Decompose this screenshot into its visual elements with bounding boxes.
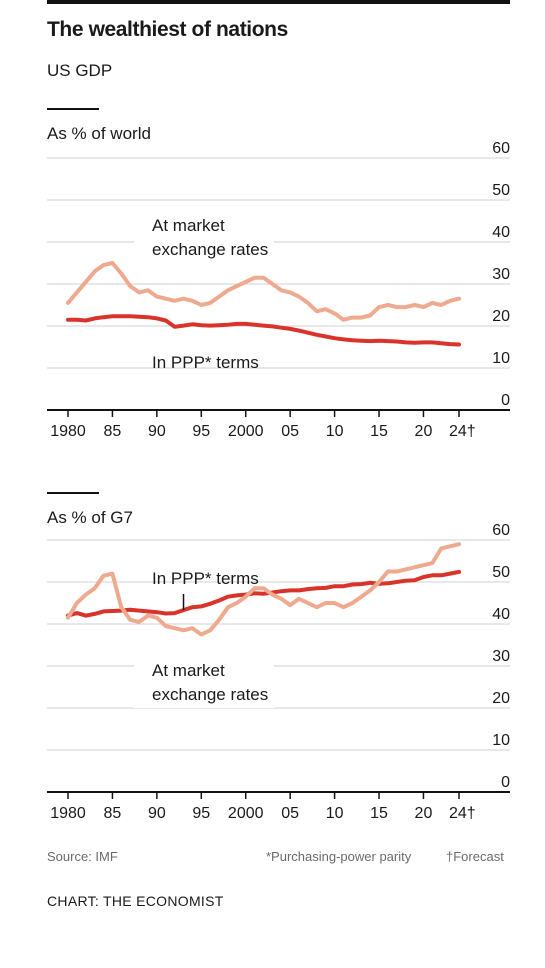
y-tick-label: 40 (492, 606, 510, 623)
series-label: In PPP* terms (152, 569, 259, 588)
footnote-forecast: †Forecast (446, 849, 504, 864)
x-tick-label: 85 (104, 423, 122, 440)
x-tick-label: 20 (415, 805, 433, 822)
x-tick-label: 1980 (50, 423, 86, 440)
chart-world: 0 10 20 30 40 50 60 1980 85 90 95 2000 05 10 15 20 24† At… (47, 140, 510, 440)
panel-world-title: As % of world (47, 124, 151, 143)
x-tick-label: 2000 (228, 805, 264, 822)
chart-g7: 0 10 20 30 40 50 60 1980 85 90 95 2000 05 10 15 20 24† In… (47, 522, 510, 822)
x-tick-label: 2000 (228, 423, 264, 440)
y-tick-label: 30 (492, 648, 510, 665)
y-tick-label: 10 (492, 350, 510, 367)
series-label: In PPP* terms (152, 353, 259, 372)
series-label: exchange rates (152, 240, 268, 259)
y-tick-label: 10 (492, 732, 510, 749)
y-tick-label: 60 (492, 522, 510, 539)
y-tick-label: 50 (492, 564, 510, 581)
x-tick-label: 15 (370, 423, 388, 440)
series-line-market (66, 261, 461, 322)
label-backdrop (134, 215, 274, 263)
y-tick-label: 30 (492, 266, 510, 283)
series-line-ppp (66, 569, 461, 618)
x-tick-label: 85 (104, 805, 122, 822)
x-tick-label: 15 (370, 805, 388, 822)
series-label: exchange rates (152, 685, 268, 704)
y-tick-label: 60 (492, 140, 510, 157)
x-tick-label: 24† (449, 805, 476, 822)
x-tick-label: 95 (192, 805, 210, 822)
y-tick-label: 0 (501, 774, 510, 791)
x-tick-label: 90 (148, 805, 166, 822)
panel-g7-rule (47, 492, 99, 494)
source-note: Source: IMF (47, 849, 118, 864)
y-tick-label: 20 (492, 690, 510, 707)
x-tick-label: 1980 (50, 805, 86, 822)
x-tick-label: 05 (281, 805, 299, 822)
x-tick-label: 95 (192, 423, 210, 440)
footnote-ppp: *Purchasing-power parity (266, 849, 412, 864)
x-tick-label: 05 (281, 423, 299, 440)
x-tick-label: 10 (326, 423, 344, 440)
label-backdrop (134, 660, 274, 708)
y-tick-label: 40 (492, 224, 510, 241)
chart-credit: CHART: THE ECONOMIST (47, 893, 224, 909)
top-rule (47, 0, 510, 4)
panel-world-rule (47, 108, 99, 110)
y-tick-label: 0 (501, 392, 510, 409)
x-tick-label: 10 (326, 805, 344, 822)
x-tick-label: 90 (148, 423, 166, 440)
chart-title: The wealthiest of nations (47, 18, 288, 41)
series-label: At market (152, 216, 225, 235)
series-line-ppp (66, 314, 461, 347)
series-line-market (66, 542, 461, 637)
series-label: At market (152, 661, 225, 680)
y-tick-label: 50 (492, 182, 510, 199)
x-tick-label: 24† (449, 423, 476, 440)
y-tick-label: 20 (492, 308, 510, 325)
chart-subtitle: US GDP (47, 61, 113, 80)
panel-g7-title: As % of G7 (47, 508, 133, 527)
x-tick-label: 20 (415, 423, 433, 440)
